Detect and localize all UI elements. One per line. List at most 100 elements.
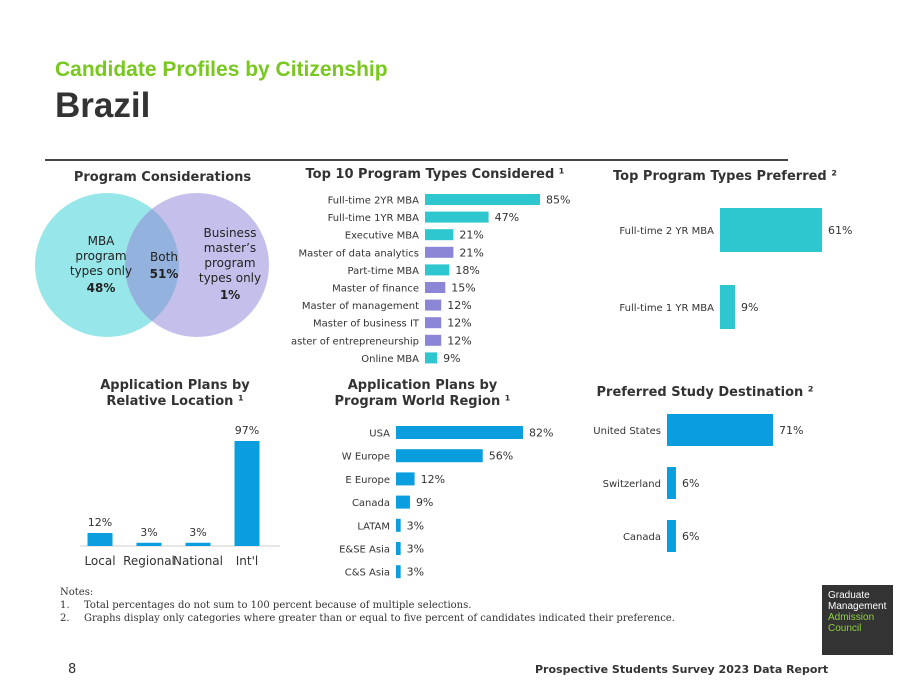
- relative-bar: [234, 441, 260, 546]
- world-category-label: Canada: [352, 498, 390, 509]
- relative-svg: 12% Local 3% Regional 3% National 97% Int'l: [80, 424, 280, 568]
- relative-value-label: 3%: [140, 526, 157, 539]
- venn-both-text: Both 51%: [140, 250, 188, 282]
- top10-value-label: 85%: [546, 194, 570, 207]
- world-svg: USA 82% W Europe 56% E Europe 12% Canada 9% LATA…: [339, 426, 553, 579]
- top10-value-label: 12%: [447, 334, 471, 347]
- top10-category-label: Full-time 2YR MBA: [328, 196, 420, 207]
- top10-value-label: 21%: [459, 229, 483, 242]
- top10-value-label: 12%: [447, 299, 471, 312]
- world-bar: [396, 472, 415, 486]
- chart-title-top10: Top 10 Program Types Considered ¹: [305, 167, 565, 182]
- chart-preferred: Full-time 2 YR MBA 61% Full-time 1 YR MBA 9…: [590, 205, 880, 330]
- preferred-svg: Full-time 2 YR MBA 61% Full-time 1 YR MBA 9…: [619, 208, 852, 329]
- world-value-label: 12%: [421, 473, 445, 486]
- venn-right-label: Business master’s program types only: [198, 226, 262, 285]
- destination-value-label: 71%: [779, 424, 803, 437]
- top10-svg: Full-time 2YR MBA 85% Full-time 1YR MBA 47%…: [282, 194, 570, 365]
- destination-value-label: 6%: [682, 477, 699, 490]
- relative-value-label: 3%: [189, 526, 206, 539]
- world-category-label: E Europe: [345, 475, 390, 486]
- relative-bar: [87, 533, 113, 546]
- top10-bar: [425, 264, 450, 276]
- destination-svg: United States 71% Switzerland 6% Canada 6%: [593, 414, 803, 552]
- top10-category-label: Executive MBA: [345, 231, 419, 242]
- world-bar: [396, 449, 483, 463]
- notes: Notes: 1. Total percentages do not sum to…: [60, 586, 675, 625]
- relative-category-label: Int'l: [236, 554, 258, 568]
- top10-category-label: Master of business IT: [313, 319, 420, 330]
- preferred-category-label: Full-time 2 YR MBA: [619, 226, 714, 237]
- destination-bar: [667, 520, 676, 552]
- relative-category-label: Local: [84, 554, 115, 568]
- report-name: Prospective Students Survey 2023 Data Re…: [535, 663, 829, 676]
- preferred-value-label: 61%: [828, 224, 852, 237]
- venn-overlap: [125, 193, 179, 337]
- top10-bar: [425, 352, 438, 364]
- world-category-label: LATAM: [357, 521, 390, 532]
- top10-bar: [425, 282, 446, 293]
- relative-value-label: 12%: [88, 516, 112, 529]
- chart-title-destination: Preferred Study Destination ²: [596, 385, 814, 400]
- preferred-bar: [720, 208, 822, 252]
- top10-bar: [425, 299, 442, 311]
- world-category-label: W Europe: [342, 452, 390, 463]
- chart-title-relative: Application Plans by Relative Location ¹: [100, 378, 250, 409]
- top10-category-label: Part-time MBA: [348, 266, 420, 277]
- world-value-label: 3%: [407, 519, 424, 532]
- world-category-label: USA: [369, 429, 390, 440]
- destination-category-label: United States: [593, 426, 661, 437]
- venn-both-value: 51%: [149, 267, 179, 281]
- world-value-label: 56%: [489, 450, 513, 463]
- world-category-label: C&S Asia: [345, 568, 390, 579]
- world-value-label: 3%: [407, 566, 424, 579]
- world-category-label: E&SE Asia: [339, 545, 390, 556]
- venn-diagram: [35, 193, 269, 337]
- top10-value-label: 12%: [447, 317, 471, 330]
- venn-right-text: Business master’s program types only 1%: [196, 226, 264, 303]
- preferred-category-label: Full-time 1 YR MBA: [619, 303, 714, 314]
- notes-heading: Notes:: [60, 587, 94, 598]
- venn-right-value: 1%: [219, 288, 241, 302]
- chart-destination: United States 71% Switzerland 6% Canada 6%: [575, 410, 875, 560]
- page-title: Brazil: [55, 86, 151, 125]
- venn-left-label: MBA program types only: [69, 234, 133, 278]
- top10-bar: [425, 229, 454, 241]
- page-number: 8: [68, 662, 77, 677]
- destination-bar: [667, 467, 676, 499]
- world-bar: [396, 565, 401, 579]
- top10-bar: [425, 334, 442, 346]
- world-bar: [396, 518, 401, 532]
- top10-value-label: 9%: [443, 352, 460, 365]
- top10-value-label: 21%: [459, 246, 483, 259]
- header-divider: [45, 159, 788, 161]
- venn-both-label: Both: [150, 250, 178, 264]
- world-bar: [396, 495, 410, 509]
- preferred-bar: [720, 285, 736, 329]
- chart-relative: 12% Local 3% Regional 3% National 97% Int'l: [70, 415, 285, 575]
- top10-value-label: 18%: [455, 264, 479, 277]
- venn-title: Program Considerations: [73, 170, 252, 185]
- chart-world: USA 82% W Europe 56% E Europe 12% Canada 9% LATA…: [310, 420, 570, 585]
- world-value-label: 82%: [529, 427, 553, 440]
- page-kicker: Candidate Profiles by Citizenship: [55, 58, 388, 81]
- venn-left-value: 48%: [86, 281, 116, 295]
- top10-category-label: Master of data analytics: [298, 248, 419, 259]
- top10-bar: [425, 317, 442, 329]
- top10-category-label: Master of finance: [332, 284, 419, 295]
- relative-bar: [136, 542, 162, 546]
- world-value-label: 3%: [407, 543, 424, 556]
- top10-category-label: Online MBA: [361, 354, 419, 365]
- top10-bar: [425, 246, 454, 258]
- relative-category-label: National: [173, 554, 223, 568]
- destination-value-label: 6%: [682, 530, 699, 543]
- top10-value-label: 15%: [451, 282, 475, 295]
- note-item: 2. Graphs display only categories where g…: [60, 613, 675, 624]
- top10-bar: [425, 194, 540, 205]
- chart-title-world: Application Plans by Program World Regio…: [334, 378, 511, 409]
- top10-category-label: Full-time 1YR MBA: [328, 213, 420, 224]
- relative-bar: [185, 542, 211, 546]
- destination-bar: [667, 414, 773, 446]
- chart-top10: Full-time 2YR MBA 85% Full-time 1YR MBA 47%…: [282, 190, 590, 365]
- destination-category-label: Switzerland: [603, 479, 661, 490]
